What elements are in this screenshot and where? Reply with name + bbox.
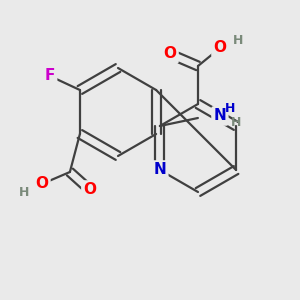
Text: O: O bbox=[83, 182, 96, 197]
Text: N: N bbox=[154, 163, 166, 178]
Text: H: H bbox=[231, 116, 241, 128]
Text: O: O bbox=[214, 40, 226, 56]
Text: H: H bbox=[19, 185, 29, 199]
Text: O: O bbox=[35, 176, 48, 191]
Text: H: H bbox=[225, 101, 235, 115]
Text: H: H bbox=[233, 34, 243, 46]
Text: O: O bbox=[164, 46, 176, 62]
Text: N: N bbox=[214, 109, 226, 124]
Text: F: F bbox=[45, 68, 55, 83]
